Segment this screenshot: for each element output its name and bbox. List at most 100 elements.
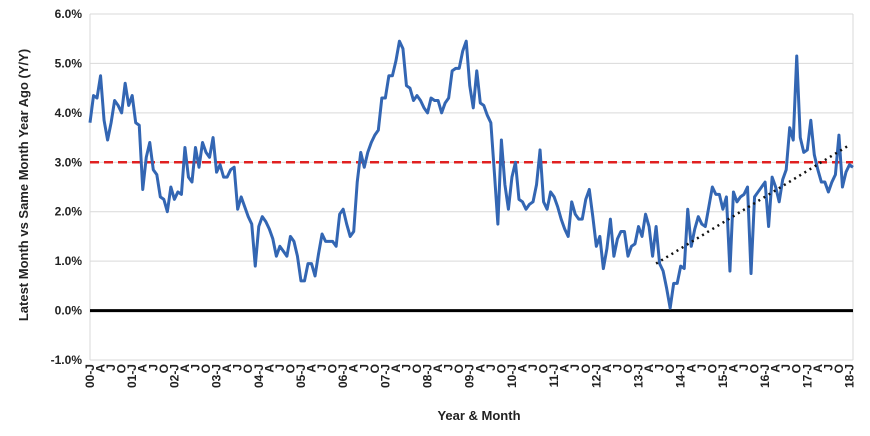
x-tick: 13-J (632, 364, 646, 388)
x-tick: J (188, 364, 202, 371)
x-tick-label: J (188, 364, 202, 371)
x-tick: J (273, 364, 287, 371)
x-tick: O (748, 364, 762, 373)
x-tick: A (94, 364, 108, 373)
x-tick-label: 02-J (167, 364, 181, 388)
x-tick-label: J (104, 364, 118, 371)
x-tick-label: A (262, 364, 276, 373)
x-tick: J (610, 364, 624, 371)
y-tick-label: 3.0% (55, 155, 83, 169)
x-tick-label: O (748, 364, 762, 373)
x-tick: J (821, 364, 835, 371)
x-tick: A (178, 364, 192, 373)
x-tick: A (389, 364, 403, 373)
x-tick-label: O (537, 364, 551, 373)
x-tick-label: J (146, 364, 160, 371)
x-tick: O (410, 364, 424, 373)
x-tick-label: 09-J (463, 364, 477, 388)
y-axis-title: Latest Month vs Same Month Year Ago (Y/Y… (16, 49, 31, 321)
x-tick-label: 04-J (252, 364, 266, 388)
y-tick-label: 0.0% (55, 304, 83, 318)
x-tick: A (262, 364, 276, 373)
x-tick: J (695, 364, 709, 371)
y-tick-label: 2.0% (55, 205, 83, 219)
y-tick-label: 4.0% (55, 106, 83, 120)
x-tick: O (494, 364, 508, 373)
x-tick-label: O (368, 364, 382, 373)
x-tick-label: O (452, 364, 466, 373)
x-tick-label: O (494, 364, 508, 373)
x-tick-label: A (136, 364, 150, 373)
x-tick-label: J (821, 364, 835, 371)
x-tick-label: A (726, 364, 740, 373)
x-tick-label: 11-J (547, 364, 561, 387)
x-tick-label: A (811, 364, 825, 373)
x-tick-label: O (199, 364, 213, 373)
x-tick: 17-J (800, 364, 814, 388)
x-tick-label: 07-J (378, 364, 392, 388)
x-tick: O (199, 364, 213, 373)
series-line (88, 39, 854, 310)
x-tick: A (558, 364, 572, 373)
x-tick: A (347, 364, 361, 373)
gridlines (89, 13, 854, 361)
x-tick: 09-J (463, 364, 477, 388)
x-tick-label: A (769, 364, 783, 373)
x-tick-label: O (157, 364, 171, 373)
x-tick-label: 16-J (758, 364, 772, 388)
x-tick: O (621, 364, 635, 373)
x-tick: 10-J (505, 364, 519, 388)
x-tick-label: A (600, 364, 614, 373)
x-tick: O (790, 364, 804, 373)
x-tick-label: O (579, 364, 593, 373)
x-tick-label: O (241, 364, 255, 373)
x-tick-label: 00-J (83, 364, 97, 388)
x-tick-label: J (568, 364, 582, 371)
x-tick-label: J (357, 364, 371, 371)
x-tick-label: A (305, 364, 319, 373)
x-tick-label: A (178, 364, 192, 373)
x-tick-label: 18-J (842, 364, 856, 388)
x-tick: 16-J (758, 364, 772, 388)
x-tick: 11-J (547, 364, 561, 387)
x-tick: J (526, 364, 540, 371)
x-tick-label: 15-J (716, 364, 730, 388)
x-tick-label: 10-J (505, 364, 519, 388)
x-tick: 06-J (336, 364, 350, 388)
x-tick-label: J (484, 364, 498, 371)
x-tick-label: A (220, 364, 234, 373)
x-tick: A (515, 364, 529, 373)
x-tick-label: O (832, 364, 846, 373)
x-tick-label: A (347, 364, 361, 373)
x-tick: A (431, 364, 445, 373)
x-tick-label: O (283, 364, 297, 373)
x-tick: O (832, 364, 846, 373)
x-tick-label: O (326, 364, 340, 373)
x-tick: O (241, 364, 255, 373)
x-tick-label: A (389, 364, 403, 373)
x-tick: 12-J (589, 364, 603, 388)
x-tick: A (220, 364, 234, 373)
x-tick: A (642, 364, 656, 373)
x-tick: J (484, 364, 498, 371)
x-tick-label: J (231, 364, 245, 371)
x-tick: A (305, 364, 319, 373)
x-axis-ticks: 00-JAJO01-JAJO02-JAJO03-JAJO04-JAJO05-JA… (83, 364, 856, 388)
x-tick-label: O (663, 364, 677, 373)
x-tick-label: O (115, 364, 129, 373)
x-tick: O (115, 364, 129, 373)
x-tick-label: J (442, 364, 456, 371)
x-axis-title: Year & Month (437, 408, 520, 423)
x-tick-label: J (399, 364, 413, 371)
x-tick-label: 14-J (674, 364, 688, 388)
x-tick: 05-J (294, 364, 308, 388)
x-tick-label: A (94, 364, 108, 373)
x-tick: O (663, 364, 677, 373)
x-tick: J (779, 364, 793, 371)
x-tick: J (231, 364, 245, 371)
x-tick-label: 03-J (210, 364, 224, 388)
x-tick-label: A (473, 364, 487, 373)
x-tick: 07-J (378, 364, 392, 388)
x-tick: A (600, 364, 614, 373)
x-tick-label: 13-J (632, 364, 646, 388)
